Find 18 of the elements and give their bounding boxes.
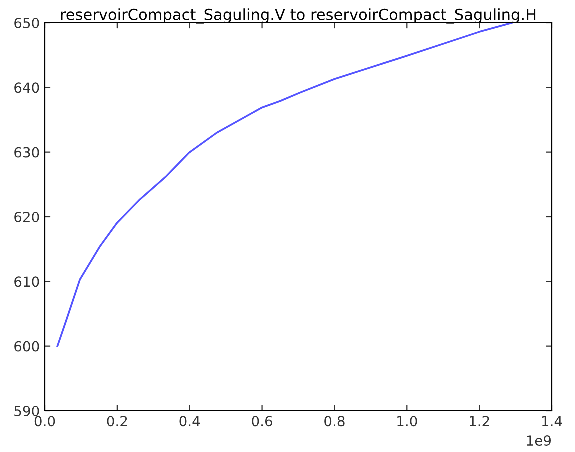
y-tick-label: 650: [14, 18, 40, 28]
x-tick-label: 1.2: [470, 416, 490, 426]
x-tick-label: 0.2: [107, 416, 128, 427]
x-tick-label: 0.4: [180, 416, 200, 427]
y-tick-label: 600: [14, 341, 40, 352]
x-tick-label: 1.4: [542, 416, 562, 426]
y-tick-label: 630: [14, 147, 40, 158]
chart-title: reservoirCompact_Saguling.V to reservoirCompact_Saguling.H: [61, 8, 536, 24]
x-tick-label: 1.0: [398, 416, 418, 427]
y-tick-label: 640: [14, 82, 40, 94]
x-tick-label: 0.8: [324, 416, 345, 427]
y-tick-label: 590: [14, 406, 40, 416]
text: 1e9: [527, 436, 552, 446]
y-tick-label: 610: [14, 276, 40, 288]
y-tick-label: 620: [14, 212, 40, 222]
x-tick-label: 0.6: [252, 416, 272, 427]
x-tick-label: 0.0: [34, 416, 56, 427]
line-series: [56, 23, 514, 348]
